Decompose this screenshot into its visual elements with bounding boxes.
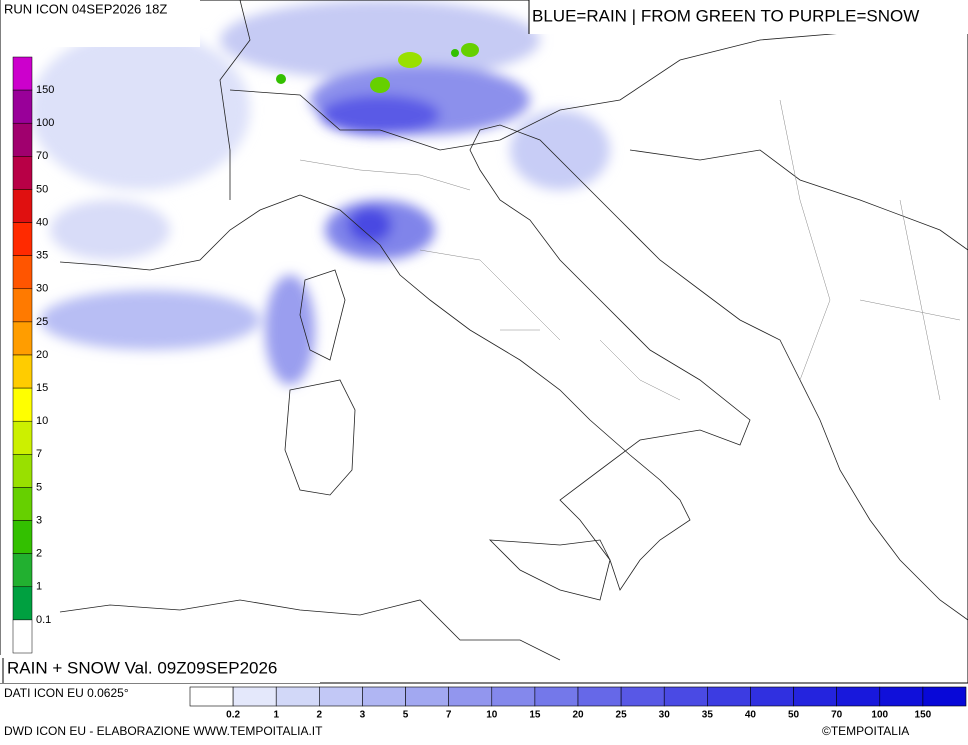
rain-swatch [577, 686, 622, 707]
snow-scale-label: 1 [36, 581, 42, 593]
snow-scale-label: 50 [36, 183, 48, 195]
note-clip: BLUE=RAIN | FROM GREEN TO PURPLE=SNOW [532, 6, 919, 25]
snow-swatch [12, 122, 33, 157]
rain-swatch [879, 686, 924, 707]
legend-note: BLUE=RAIN | FROM GREEN TO PURPLE=SNOW [532, 6, 919, 25]
rain-scale-label: 25 [616, 710, 628, 721]
snow-swatch [12, 387, 33, 422]
snow-scale-label: 30 [36, 283, 48, 295]
rain-swatch [319, 686, 363, 707]
rain-swatch [189, 686, 234, 707]
snow-swatch [12, 454, 33, 488]
snow-swatch [12, 586, 33, 621]
snow-scale-label: 10 [36, 415, 48, 427]
snow-scale-label: 100 [36, 117, 54, 129]
precipitation-field [30, 0, 610, 385]
snow-swatch [12, 487, 33, 521]
snow-swatch [12, 520, 33, 554]
snow-swatch [12, 321, 33, 356]
snow-scale-label: 7 [36, 448, 42, 460]
snow-swatch [12, 354, 33, 389]
snow-scale-label: 2 [36, 548, 42, 560]
rain-swatch [750, 686, 794, 707]
rain-scale-label: 70 [831, 710, 843, 721]
rain-swatch [620, 686, 665, 707]
rain-swatch [836, 686, 881, 707]
rain-scale-label: 150 [915, 710, 932, 721]
rain-swatch [405, 686, 449, 707]
snow-swatch [12, 420, 33, 455]
rain-scale-label: 50 [788, 710, 800, 721]
snow-swatch [12, 156, 33, 190]
rain-scale-label: 0.2 [226, 710, 240, 721]
rain-scale-label: 100 [871, 710, 888, 721]
snow-swatch [12, 56, 33, 91]
rain-swatch [448, 686, 493, 707]
rain-scale: 0.2 1 2 3 5 7 10 15 20 25 30 35 40 50 70 100 150 [189, 686, 967, 721]
rain-swatch [534, 686, 579, 707]
credit-label: DWD ICON EU - ELABORAZIONE WWW.TEMPOITAL… [4, 724, 323, 738]
rain-swatch [793, 686, 837, 707]
snow-scale-label: 5 [36, 481, 42, 493]
rain-swatch [491, 686, 536, 707]
snow-swatch [12, 288, 33, 323]
snow-scale-label: 0.1 [36, 614, 51, 626]
copyright-label: ©TEMPOITALIA [822, 724, 909, 738]
rain-swatch [362, 686, 406, 707]
map-frame [0, 0, 968, 684]
rain-scale-label: 7 [446, 710, 452, 721]
rain-scale-label: 10 [486, 710, 498, 721]
rain-swatch [922, 686, 967, 707]
rain-swatch [275, 686, 320, 707]
snow-scale-label: 20 [36, 349, 48, 361]
snow-swatch [12, 553, 33, 588]
rain-scale-label: 20 [572, 710, 584, 721]
note-box [529, 0, 968, 34]
snow-swatch [12, 619, 33, 654]
rain-scale-label: 3 [360, 710, 366, 721]
rain-scale-label: 35 [702, 710, 714, 721]
snow-swatch [12, 189, 33, 223]
snow-swatch [12, 255, 33, 290]
run-label: RUN ICON 04SEP2026 18Z [4, 1, 167, 16]
snow-scale-label: 25 [36, 316, 48, 328]
rain-scale-label: 40 [745, 710, 757, 721]
snow-scale-label: 3 [36, 514, 42, 526]
rain-scale-label: 5 [403, 710, 409, 721]
snow-scale: 150 100 70 50 40 35 30 25 20 15 10 7 5 3 2 1 0.1 [12, 56, 54, 654]
rain-swatch [232, 686, 277, 707]
rain-scale-label: 2 [317, 710, 323, 721]
map [30, 0, 968, 661]
snow-scale-label: 40 [36, 216, 48, 228]
snow-scale-label: 15 [36, 382, 48, 394]
rain-swatch [707, 686, 751, 707]
field-label: RAIN + SNOW Val. 09Z09SEP2026 [7, 658, 277, 677]
rain-scale-label: 15 [529, 710, 541, 721]
run-box [0, 0, 200, 47]
snow-patches [276, 43, 479, 93]
rain-scale-label: 30 [659, 710, 671, 721]
rain-scale-label: 1 [273, 710, 279, 721]
snow-swatch [12, 89, 33, 124]
snow-swatch [12, 222, 33, 256]
coastlines [59, 0, 968, 661]
snow-scale-label: 70 [36, 150, 48, 162]
rain-swatch [663, 686, 708, 707]
snow-scale-label: 150 [36, 84, 54, 96]
field-box [0, 655, 320, 683]
snow-scale-label: 35 [36, 250, 48, 262]
source-label: DATI ICON EU 0.0625° [4, 686, 129, 700]
